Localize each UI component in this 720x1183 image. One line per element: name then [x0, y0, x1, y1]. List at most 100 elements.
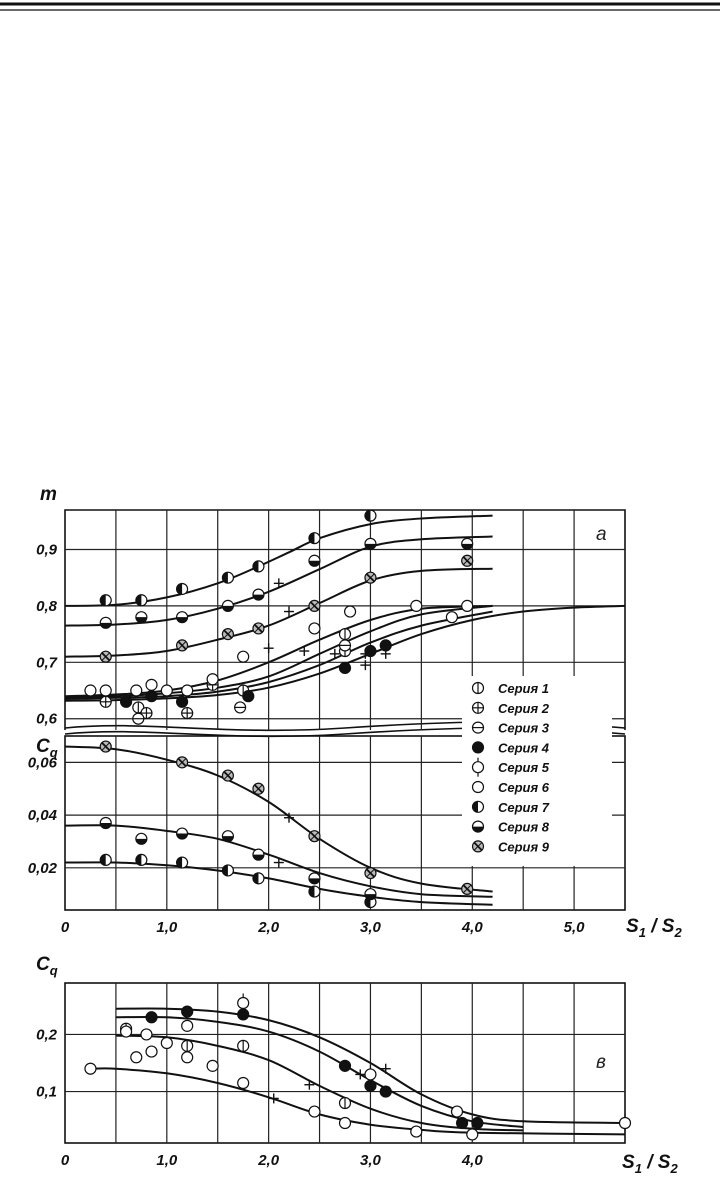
legend-label: Серия 4 [498, 740, 550, 755]
data-point [175, 756, 189, 769]
legend-marker [471, 701, 485, 714]
data-point [181, 1039, 194, 1052]
legend-marker [471, 780, 485, 794]
legend-label: Серия 8 [498, 820, 550, 835]
y-axis-label-m: m [40, 484, 57, 505]
legend-marker [471, 741, 485, 754]
data-point [84, 1062, 97, 1075]
data-point [364, 644, 377, 658]
data-point [618, 1113, 632, 1133]
data-point [99, 594, 112, 607]
cross-mark [355, 1069, 366, 1080]
x-tick-label: 1,0 [156, 919, 178, 936]
x-mid-sub2: 2 [673, 925, 682, 940]
data-point [175, 639, 189, 652]
fit-curve [64, 604, 493, 699]
x-tick-label: 5,0 [564, 919, 586, 936]
fit-curve [64, 861, 493, 906]
data-point [308, 532, 321, 545]
data-point [461, 537, 474, 550]
x-tick-label: 3,0 [360, 1152, 382, 1169]
y-tick-label: 0,04 [28, 807, 58, 824]
data-point [99, 740, 112, 753]
x-tick-label: 3,0 [360, 919, 382, 936]
fit-curve [64, 745, 493, 893]
cross-mark [268, 1093, 279, 1104]
fit-curve [64, 824, 493, 898]
legend-marker [471, 820, 485, 833]
cross-mark [329, 648, 340, 659]
y-tick-label: 0,02 [28, 860, 58, 877]
data-point [308, 599, 321, 612]
legend-label: Серия 3 [498, 721, 550, 736]
y-tick-label: 0,1 [36, 1084, 57, 1101]
data-point [338, 1116, 352, 1130]
legend: Серия 1 Серия 2 Серия 3 Серия 4 Серия 5 Серия… [462, 676, 612, 866]
legend-label: Серия 6 [498, 780, 550, 795]
panel-letter: а [596, 524, 607, 545]
data-point [252, 588, 265, 601]
data-point [461, 882, 474, 896]
x-bot-slash: / [642, 1152, 658, 1173]
data-point [145, 1045, 158, 1058]
data-point [181, 706, 194, 720]
data-point [135, 832, 148, 845]
x-mid-s2: S [662, 916, 675, 937]
data-point [252, 622, 265, 635]
data-point [379, 1085, 392, 1098]
data-point [237, 1076, 250, 1090]
data-point [181, 1005, 194, 1018]
data-point [364, 1064, 377, 1084]
data-point [206, 1059, 219, 1072]
data-point [160, 1036, 173, 1050]
data-point [455, 1116, 469, 1130]
data-point [181, 1051, 194, 1064]
y-tick-label: 0,6 [36, 711, 58, 728]
fit-curve [115, 1007, 626, 1124]
cq-mid-base: C [36, 736, 50, 757]
data-point [135, 594, 148, 607]
x-tick-label: 0 [61, 919, 70, 936]
cross-mark [263, 643, 274, 654]
fit-curve [64, 567, 493, 658]
fit-curve [115, 1034, 524, 1132]
x-tick-label: 1,0 [156, 1152, 178, 1169]
y-axis-label-cq-mid: Cq [36, 736, 58, 760]
data-point [175, 611, 189, 624]
data-point [364, 537, 377, 550]
data-point [99, 816, 112, 830]
data-point [252, 782, 265, 795]
y-tick-label: 0,2 [36, 1026, 58, 1043]
data-point [221, 599, 235, 612]
legend-marker [471, 840, 485, 853]
data-point [237, 650, 250, 663]
data-point [237, 1039, 250, 1052]
cross-mark [273, 857, 284, 868]
fit-curve [90, 1067, 626, 1136]
x-axis-label-mid: S1 / S2 [626, 916, 682, 940]
cross-mark [304, 1079, 315, 1090]
cq-bot-base: C [36, 954, 50, 975]
cross-mark [284, 812, 294, 823]
fit-curve [64, 610, 493, 700]
data-point [450, 1105, 464, 1118]
data-point [338, 639, 352, 652]
data-point [99, 684, 112, 697]
data-point [343, 605, 357, 618]
x-tick-label: 2,0 [257, 1152, 280, 1169]
y-tick-label: 0,7 [36, 654, 58, 671]
x-tick-label: 0 [61, 1152, 70, 1169]
data-point [145, 678, 158, 691]
data-point [175, 582, 189, 596]
data-point [175, 827, 189, 840]
cq-mid-sub: q [50, 745, 58, 760]
panel-frame [64, 735, 626, 911]
data-point [119, 1025, 133, 1038]
x-tick-label: 2,0 [257, 919, 280, 936]
legend-label: Серия 2 [498, 701, 550, 716]
data-point [338, 628, 352, 641]
data-point [132, 712, 145, 725]
data-point [364, 509, 377, 522]
data-point [99, 650, 112, 663]
